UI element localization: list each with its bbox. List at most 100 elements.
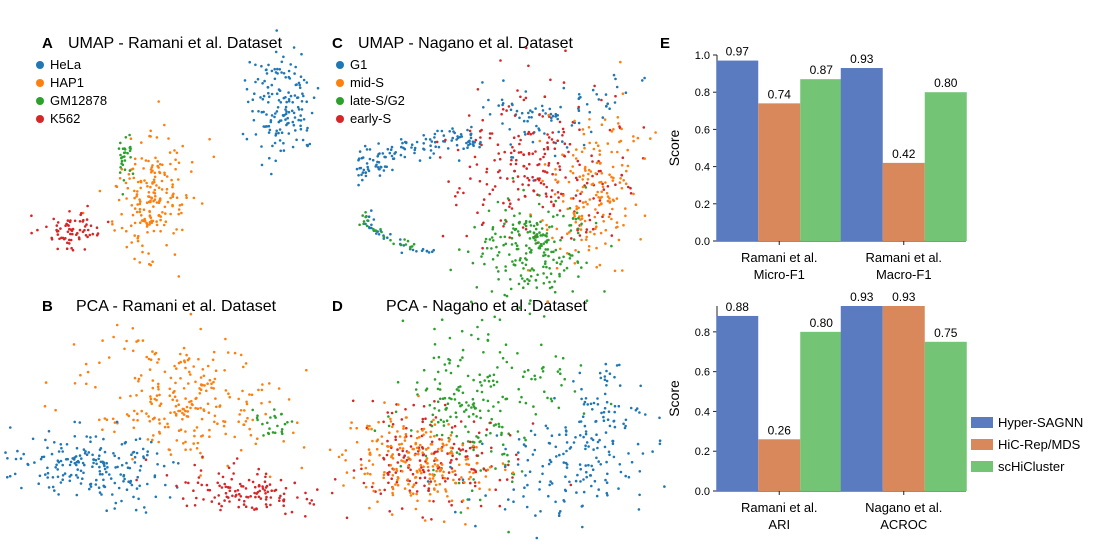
k562-point — [238, 492, 241, 496]
g1-point — [562, 86, 566, 90]
mid-point — [545, 228, 549, 231]
early-point — [642, 126, 646, 129]
early-point — [464, 449, 468, 453]
legend-marker — [336, 79, 344, 87]
late-point — [437, 355, 441, 359]
hap1-point — [173, 253, 177, 256]
g1-point — [603, 392, 607, 396]
g1-point — [433, 136, 436, 139]
hap1-point — [135, 394, 138, 397]
mid-point — [407, 464, 410, 468]
early-point — [496, 143, 500, 146]
early-point — [585, 230, 588, 234]
hela-point — [122, 480, 125, 483]
g1-point — [584, 444, 587, 448]
mid-point — [580, 190, 584, 194]
hap1-point — [84, 362, 88, 366]
early-point — [456, 148, 460, 152]
mid-point — [619, 177, 622, 180]
g1-point — [515, 109, 519, 113]
hap1-point — [129, 137, 133, 140]
g1-point — [641, 452, 645, 455]
legend-label: early-S — [350, 111, 392, 126]
late-point — [490, 417, 494, 421]
late-point — [461, 391, 465, 395]
hap1-point — [155, 184, 158, 187]
late-point — [437, 420, 440, 424]
late-point — [533, 374, 536, 378]
g1-point — [518, 116, 521, 120]
bar-value-label: 0.93 — [892, 290, 916, 304]
mid-point — [411, 492, 415, 496]
hela-point — [284, 105, 288, 109]
g1-point — [550, 482, 554, 485]
hap1-point — [188, 370, 191, 374]
hap1-point — [277, 387, 281, 390]
gm12878-point — [273, 408, 276, 411]
hap1-point — [149, 199, 152, 203]
early-point — [479, 136, 482, 139]
hela-point — [44, 438, 47, 442]
late-point — [580, 266, 583, 269]
late-point — [433, 343, 437, 346]
early-point — [574, 194, 578, 197]
early-point — [562, 130, 566, 134]
gm12878-point — [117, 147, 121, 150]
hap1-point — [173, 411, 176, 414]
hela-point — [265, 113, 268, 116]
mid-point — [418, 448, 421, 452]
g1-point — [591, 468, 595, 472]
hap1-point — [129, 394, 132, 398]
early-point — [485, 183, 489, 186]
panel-d-title: PCA - Nagano et al. Dataset — [386, 298, 588, 315]
hap1-point — [163, 370, 167, 374]
g1-point — [608, 107, 611, 110]
g1-point — [372, 218, 376, 221]
early-point — [528, 162, 531, 166]
late-point — [492, 239, 495, 242]
early-point — [546, 146, 549, 149]
early-point — [506, 177, 509, 180]
late-point — [432, 356, 436, 360]
hap1-point — [206, 402, 210, 406]
late-point — [501, 425, 504, 429]
pca-ramani-scatter — [4, 275, 349, 520]
g1-point — [357, 157, 361, 160]
k562-point — [265, 505, 269, 509]
late-point — [540, 367, 544, 370]
early-point — [567, 150, 570, 154]
mid-point — [654, 131, 657, 134]
g1-point — [471, 143, 475, 146]
hela-point — [117, 486, 121, 490]
late-point — [461, 348, 465, 352]
g1-point — [603, 375, 607, 378]
late-point — [557, 406, 561, 410]
hela-point — [290, 109, 294, 113]
legend-swatch — [971, 461, 993, 472]
hela-point — [267, 101, 270, 104]
g1-point — [600, 411, 603, 415]
gm12878-point — [121, 147, 125, 150]
g1-point — [390, 145, 394, 149]
early-point — [524, 96, 528, 100]
early-point — [568, 142, 572, 146]
late-point — [366, 219, 370, 222]
mid-point — [428, 499, 431, 503]
hela-point — [297, 118, 301, 122]
late-point — [532, 405, 535, 408]
hela-point — [20, 486, 23, 490]
hela-point — [150, 440, 153, 444]
early-point — [432, 500, 435, 503]
early-point — [493, 185, 497, 188]
hela-point — [280, 71, 283, 74]
late-point — [444, 369, 448, 372]
hela-point — [273, 77, 277, 81]
hap1-point — [140, 409, 143, 413]
mid-point — [578, 175, 582, 178]
mid-point — [566, 232, 569, 235]
k562-point — [345, 516, 349, 520]
mid-point — [600, 172, 604, 175]
late-point — [532, 231, 536, 235]
hela-point — [146, 450, 149, 453]
hap1-point — [153, 175, 157, 179]
